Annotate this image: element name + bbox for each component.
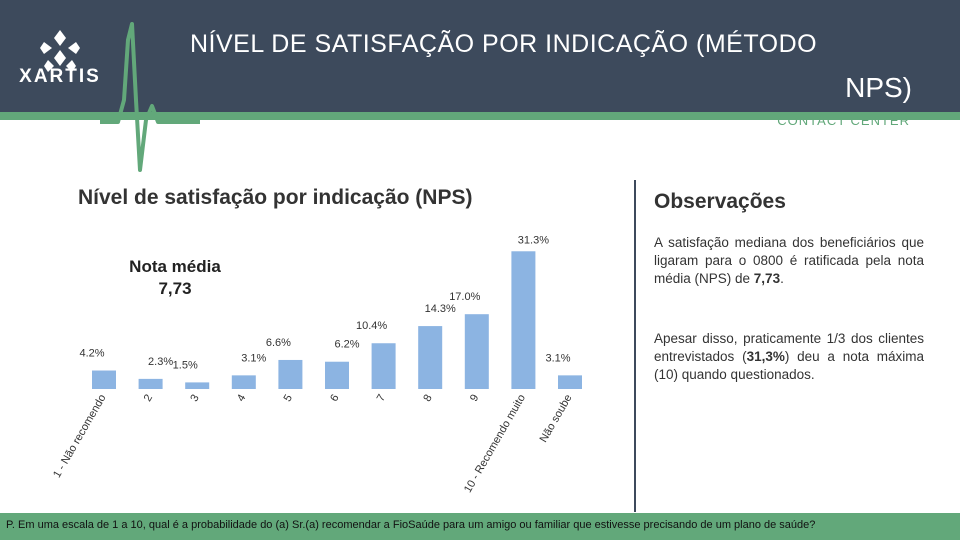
data-label-7: 10.4% bbox=[356, 320, 387, 332]
x-tick-label-11: Não soube bbox=[538, 393, 575, 445]
observation-2-end: ) deu a nota máxima (10) quando question… bbox=[654, 349, 925, 382]
observation-2-text: Apesar disso, praticamente 1/3 dos clien… bbox=[654, 331, 924, 364]
bar-6 bbox=[325, 361, 349, 389]
average-score-box: Nota média 7,73 bbox=[110, 256, 240, 300]
data-label-3: 1.5% bbox=[173, 359, 198, 371]
bar-7 bbox=[371, 343, 396, 389]
bar-9 bbox=[464, 314, 489, 389]
data-label-5: 6.6% bbox=[266, 337, 291, 349]
bar-2 bbox=[138, 378, 163, 389]
bar-1 bbox=[92, 370, 116, 389]
data-label-9: 17.0% bbox=[449, 291, 480, 303]
header-accent-stripe bbox=[0, 112, 960, 120]
observation-1-end: . bbox=[780, 271, 784, 286]
observation-paragraph-1: A satisfação mediana dos beneficiários q… bbox=[654, 234, 924, 288]
x-tick-label-4: 4 bbox=[235, 393, 248, 404]
observation-2-bold: 31,3% bbox=[746, 349, 785, 364]
logo-text: XARTIS bbox=[19, 66, 101, 87]
x-tick-label-1: 1 - Não recomendo bbox=[51, 393, 108, 481]
bar-5 bbox=[278, 359, 303, 389]
header-bar bbox=[0, 0, 960, 112]
observation-paragraph-2: Apesar disso, praticamente 1/3 dos clien… bbox=[654, 330, 924, 384]
section-divider bbox=[634, 180, 636, 512]
observations-title: Observações bbox=[654, 190, 786, 213]
page-title-line2: NPS) bbox=[845, 72, 912, 103]
x-tick-label-9: 9 bbox=[468, 393, 481, 404]
footer-bar: P. Em uma escala de 1 a 10, qual é a pro… bbox=[0, 513, 960, 540]
data-label-8: 14.3% bbox=[425, 303, 456, 315]
x-tick-label-7: 7 bbox=[375, 393, 388, 404]
data-label-4: 3.1% bbox=[241, 352, 266, 364]
bar-3 bbox=[185, 382, 210, 389]
x-tick-label-3: 3 bbox=[188, 393, 201, 404]
observation-1-bold: 7,73 bbox=[753, 271, 781, 286]
x-tick-label-6: 6 bbox=[328, 393, 341, 404]
data-label-11: 3.1% bbox=[545, 352, 570, 364]
chart-title: Nível de satisfação por indicação (NPS) bbox=[78, 186, 473, 209]
data-label-1: 4.2% bbox=[79, 348, 104, 360]
page-title-line1: NÍVEL DE SATISFAÇÃO POR INDICAÇÃO (MÉTOD… bbox=[190, 30, 818, 58]
survey-question: P. Em uma escala de 1 a 10, qual é a pro… bbox=[6, 519, 816, 531]
bar-4 bbox=[231, 375, 256, 389]
bar-8 bbox=[418, 326, 443, 389]
data-label-10: 31.3% bbox=[518, 234, 549, 246]
x-tick-label-10: 10 - Recomendo muito bbox=[462, 393, 528, 495]
bar-10 bbox=[511, 251, 536, 389]
data-label-6: 6.2% bbox=[334, 339, 359, 351]
x-tick-label-5: 5 bbox=[282, 393, 295, 404]
average-score-value: 7,73 bbox=[158, 279, 192, 298]
x-tick-label-2: 2 bbox=[142, 393, 155, 404]
bar-11 bbox=[558, 375, 582, 389]
observation-1-text: A satisfação mediana dos beneficiários q… bbox=[654, 235, 924, 286]
data-label-2: 2.3% bbox=[148, 356, 173, 368]
page-subtitle: CONTACT CENTER bbox=[777, 113, 910, 128]
xartis-logo-icon bbox=[40, 30, 80, 72]
average-score-label: Nota média bbox=[129, 257, 221, 276]
x-tick-label-8: 8 bbox=[421, 393, 434, 404]
pulse-line-icon bbox=[100, 22, 200, 172]
